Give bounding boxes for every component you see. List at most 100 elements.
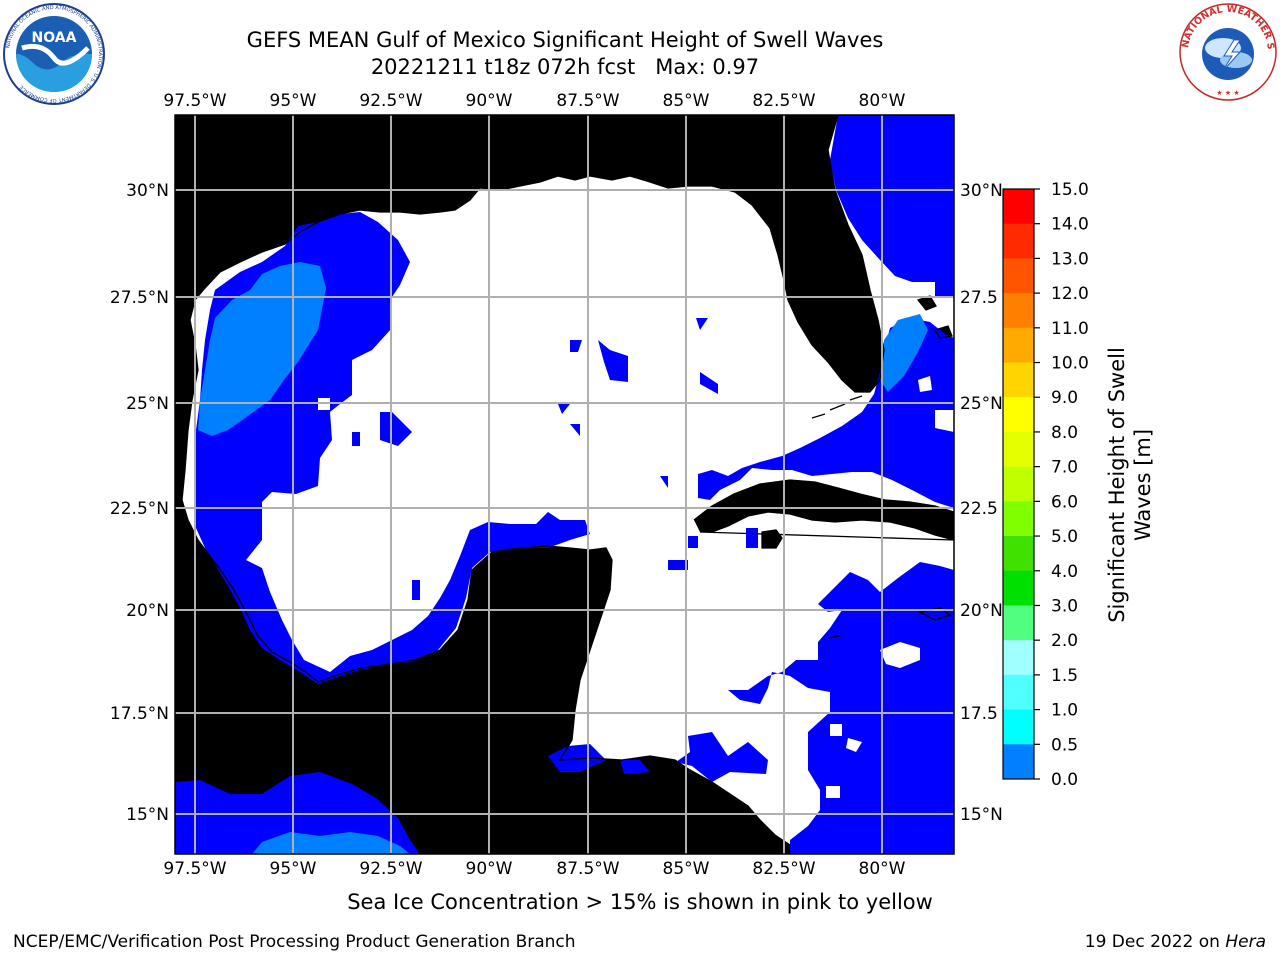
colorbar-frame (1002, 188, 1035, 780)
svg-text:★ ★ ★: ★ ★ ★ (1216, 89, 1239, 97)
lat-label-right: 22.5 (960, 499, 998, 519)
colorbar-segment (1003, 431, 1034, 468)
swell-region-east-florida (830, 115, 954, 298)
lat-label-left: 17.5°N (110, 704, 169, 724)
map-frame (174, 114, 955, 855)
colorbar-segment (1003, 293, 1034, 329)
colorbar-segment (1003, 640, 1034, 676)
colorbar-segment (1003, 536, 1034, 572)
lat-label-left: 15°N (126, 805, 169, 825)
lon-label-top: 85°W (663, 91, 710, 111)
land-cuba (694, 480, 954, 540)
swell-region-caribbean-east (728, 562, 954, 854)
colorbar-segment (1003, 501, 1034, 537)
colorbar-tick-label: 1.0 (1051, 701, 1078, 721)
colorbar-tick-label: 4.0 (1051, 562, 1078, 582)
host-name: Hera (1225, 932, 1266, 952)
lon-label-top: 95°W (270, 91, 317, 111)
lon-labels-bottom: 97.5°W 95°W 92.5°W 90°W 87.5°W 85°W 82.5… (163, 859, 905, 879)
swell-region-pacific-azure (252, 832, 410, 854)
lat-label-right: 27.5 (960, 288, 998, 308)
calm-patches (318, 376, 954, 798)
chart-title: GEFS MEAN Gulf of Mexico Significant Hei… (246, 28, 884, 52)
lat-label-right: 17.5 (960, 704, 998, 724)
colorbar-tick-label: 15.0 (1051, 180, 1089, 200)
colorbar-segment (1003, 570, 1034, 606)
producer-credit: NCEP/EMC/Verification Post Processing Pr… (13, 932, 576, 952)
colorbar-tick-label: 6.0 (1051, 492, 1078, 512)
colorbar-segment (1003, 223, 1034, 259)
colorbar-tick-label: 1.5 (1051, 666, 1078, 686)
lon-label-top: 87.5°W (556, 91, 619, 111)
sea-ice-caption: Sea Ice Concentration > 15% is shown in … (347, 890, 933, 914)
colorbar-segment (1003, 327, 1034, 364)
colorbar-tick-label: 11.0 (1051, 319, 1089, 339)
graticule (175, 115, 954, 854)
lon-label-top: 92.5°W (359, 91, 422, 111)
swell-region-gulf-of-honduras-spots (668, 528, 758, 570)
lon-label-top: 90°W (466, 91, 513, 111)
lat-label-right: 25°N (960, 394, 1003, 414)
colorbar-segment (1003, 744, 1034, 780)
colorbar-label: Significant Height of Swell Waves [m] (1105, 347, 1155, 623)
colorbar-segment (1003, 397, 1034, 433)
swell-region-caribbean-spots (548, 732, 768, 782)
colorbar-label-line1: Significant Height of Swell (1105, 347, 1129, 623)
lon-label-bottom: 95°W (270, 859, 317, 879)
lat-label-left: 27.5°N (110, 288, 169, 308)
lon-label-top: 80°W (859, 91, 906, 111)
lon-label-bottom: 87.5°W (556, 859, 619, 879)
colorbar-tick-label: 12.0 (1051, 284, 1089, 304)
colorbar-tick-label: 8.0 (1051, 423, 1078, 443)
lat-label-left: 30°N (126, 181, 169, 201)
colorbar-segment (1003, 605, 1034, 641)
colorbar-tick-label: 0.0 (1051, 770, 1078, 790)
colorbar-tick-label: 13.0 (1051, 249, 1089, 269)
colorbar-tick-label: 14.0 (1051, 215, 1089, 235)
nws-logo: NATIONAL WEATHER SERVICE ★ ★ ★ (1178, 2, 1277, 101)
lon-label-bottom: 92.5°W (359, 859, 422, 879)
colorbar-segment (1003, 189, 1034, 225)
lon-label-bottom: 97.5°W (163, 859, 226, 879)
lat-label-left: 20°N (126, 601, 169, 621)
lon-label-bottom: 90°W (466, 859, 513, 879)
lat-label-left: 25°N (126, 394, 169, 414)
generation-date-text: 19 Dec 2022 on (1084, 932, 1226, 952)
swell-region-bay-of-campeche-spots (318, 398, 412, 446)
generation-date: 19 Dec 2022 on Hera (1085, 932, 1266, 952)
colorbar-tick-label: 3.0 (1051, 596, 1078, 616)
colorbar-segment (1003, 709, 1034, 745)
colorbar-tick-label: 7.0 (1051, 458, 1078, 478)
colorbar-tick-label: 2.0 (1051, 631, 1078, 651)
colorbar-segment (1003, 674, 1034, 711)
lat-label-right: 30°N (960, 181, 1003, 201)
lat-labels-right: 30°N 27.5 25°N 22.5 20°N 17.5 15°N (960, 181, 1003, 825)
colorbar-segment (1003, 362, 1034, 398)
land-north-america (175, 115, 884, 854)
colorbar-segment (1003, 466, 1034, 502)
lon-label-bottom: 82.5°W (752, 859, 815, 879)
lat-label-right: 15°N (960, 805, 1003, 825)
colorbar-tick-label: 10.0 (1051, 354, 1089, 374)
lat-label-left: 22.5°N (110, 499, 169, 519)
colorbar-ticks: 15.0 14.0 13.0 12.0 11.0 10.0 9.0 8.0 7.0 6.0 5.0 4… (1034, 180, 1089, 790)
colorbar-tick-label: 9.0 (1051, 388, 1078, 408)
lon-label-top: 82.5°W (752, 91, 815, 111)
colorbar-segment (1003, 258, 1034, 294)
lon-label-bottom: 80°W (859, 859, 906, 879)
lat-labels-left: 30°N 27.5°N 25°N 22.5°N 20°N 17.5°N 15°N (110, 181, 169, 825)
chart-subtitle: 20221211 t18z 072h fcst Max: 0.97 (370, 55, 760, 79)
lon-label-bottom: 85°W (663, 859, 710, 879)
colorbar-tick-label: 0.5 (1051, 735, 1078, 755)
colorbar-label-line2: Waves [m] (1131, 429, 1155, 541)
colorbar-tick-label: 5.0 (1051, 527, 1078, 547)
swell-region-bahamas (880, 314, 928, 392)
lat-label-right: 20°N (960, 601, 1003, 621)
lon-label-top: 97.5°W (163, 91, 226, 111)
colorbar (1002, 188, 1035, 780)
map-panel (175, 115, 954, 854)
noaa-logo: NOAA NATIONAL OCEANIC AND ATMOSPHERIC AD… (3, 3, 105, 105)
lon-labels-top: 97.5°W 95°W 92.5°W 90°W 87.5°W 85°W 82.5… (163, 91, 905, 111)
noaa-logo-text: NOAA (32, 30, 77, 46)
